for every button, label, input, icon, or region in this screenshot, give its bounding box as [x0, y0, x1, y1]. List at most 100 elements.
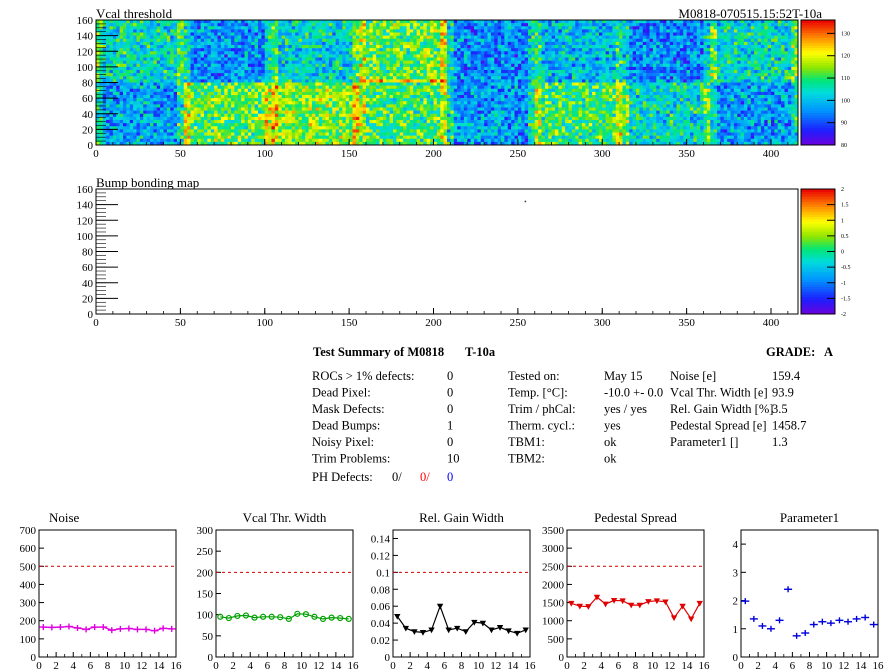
heatmap-cell — [156, 41, 161, 46]
heatmap-cell — [609, 79, 613, 83]
heatmap-cell — [683, 54, 687, 58]
heatmap-cell — [757, 41, 762, 46]
heatmap-cell — [777, 48, 782, 52]
heatmap-cell — [281, 48, 286, 52]
heatmap-cell — [548, 35, 552, 40]
heatmap-cell — [190, 32, 195, 36]
heatmap-cell — [595, 57, 600, 61]
heatmap-cell — [406, 26, 411, 30]
heatmap-cell — [582, 20, 586, 24]
heatmap-cell — [676, 32, 681, 36]
heatmap-cell — [214, 35, 218, 40]
heatmap-cell — [700, 91, 704, 96]
heatmap-cell — [193, 48, 198, 52]
heatmap-cell — [183, 29, 188, 33]
heatmap-cell — [220, 23, 225, 27]
heatmap-cell — [652, 51, 657, 55]
heatmap-cell — [268, 23, 272, 27]
heatmap-cell — [592, 54, 596, 58]
heatmap-cell — [582, 85, 586, 90]
heatmap-cell — [389, 70, 394, 74]
heatmap-cell — [339, 82, 343, 86]
heatmap-cell — [787, 70, 792, 74]
heatmap-cell — [315, 54, 320, 58]
heatmap-cell — [774, 91, 779, 96]
heatmap-cell — [241, 29, 245, 33]
heatmap-cell — [379, 88, 384, 93]
heatmap-cell — [531, 32, 536, 36]
heatmap-cell — [285, 23, 289, 27]
heatmap-cell — [133, 60, 137, 65]
heatmap-cell — [440, 70, 444, 74]
heatmap-cell — [295, 35, 299, 40]
heatmap-cell — [514, 63, 519, 68]
heatmap-cell — [652, 45, 657, 49]
heatmap-cell — [160, 54, 164, 58]
heatmap-cell — [396, 45, 401, 49]
heatmap-cell — [278, 54, 282, 58]
heatmap-cell — [123, 82, 127, 86]
heatmap-cell — [639, 82, 644, 86]
heatmap-cell — [288, 79, 293, 83]
heatmap-cell — [467, 20, 471, 24]
heatmap-cell — [291, 91, 296, 96]
heatmap-cell — [744, 66, 748, 71]
heatmap-cell — [234, 63, 239, 68]
heatmap-cell — [703, 41, 708, 46]
heatmap-cell — [568, 57, 573, 61]
heatmap-cell — [291, 51, 296, 55]
heatmap-cell — [379, 29, 384, 33]
heatmap-cell — [706, 48, 711, 52]
heatmap-cell — [308, 26, 313, 30]
heatmap-cell — [318, 54, 323, 58]
heatmap-cell — [237, 20, 242, 24]
heatmap-cell — [426, 54, 431, 58]
heatmap-cell — [112, 85, 117, 90]
heatmap-cell — [234, 73, 239, 77]
heatmap-cell — [217, 63, 222, 68]
heatmap-cell — [241, 82, 245, 86]
heatmap-cell — [784, 32, 789, 36]
heatmap-cell — [673, 70, 677, 74]
heatmap-cell — [231, 85, 235, 90]
heatmap-cell — [555, 41, 559, 46]
heatmap-cell — [528, 26, 532, 30]
heatmap-cell — [359, 26, 363, 30]
heatmap-cell — [315, 23, 320, 27]
heatmap-cell — [237, 85, 242, 90]
heatmap-cell — [730, 32, 735, 36]
heatmap-cell — [372, 82, 377, 86]
heatmap-cell — [494, 82, 498, 86]
heatmap-cell — [592, 38, 596, 43]
heatmap-cell — [463, 32, 468, 36]
heatmap-cell — [112, 35, 117, 40]
heatmap-cell — [116, 88, 120, 93]
heatmap-cell — [531, 23, 536, 27]
heatmap-cell — [146, 70, 151, 74]
heatmap-cell — [180, 88, 185, 93]
heatmap-cell — [163, 54, 168, 58]
heatmap-cell — [484, 66, 488, 71]
heatmap-cell — [767, 85, 772, 90]
heatmap-cell — [504, 76, 509, 80]
heatmap-cell — [504, 82, 509, 86]
heatmap-cell — [642, 23, 647, 27]
heatmap-cell — [447, 82, 451, 86]
heatmap-cell — [332, 48, 336, 52]
heatmap-cell — [521, 32, 525, 36]
heatmap-cell — [646, 91, 650, 96]
heatmap-cell — [126, 66, 131, 71]
heatmap-cell — [177, 35, 181, 40]
heatmap-cell — [463, 51, 468, 55]
heatmap-cell — [622, 57, 627, 61]
heatmap-cell — [652, 60, 657, 65]
heatmap-cell — [484, 51, 488, 55]
heatmap-cell — [767, 41, 772, 46]
heatmap-cell — [774, 79, 779, 83]
heatmap-cell — [200, 88, 205, 93]
heatmap-cell — [693, 38, 698, 43]
heatmap-cell — [477, 70, 482, 74]
heatmap-cell — [96, 85, 100, 90]
heatmap-cell — [447, 57, 451, 61]
heatmap-cell — [372, 32, 377, 36]
